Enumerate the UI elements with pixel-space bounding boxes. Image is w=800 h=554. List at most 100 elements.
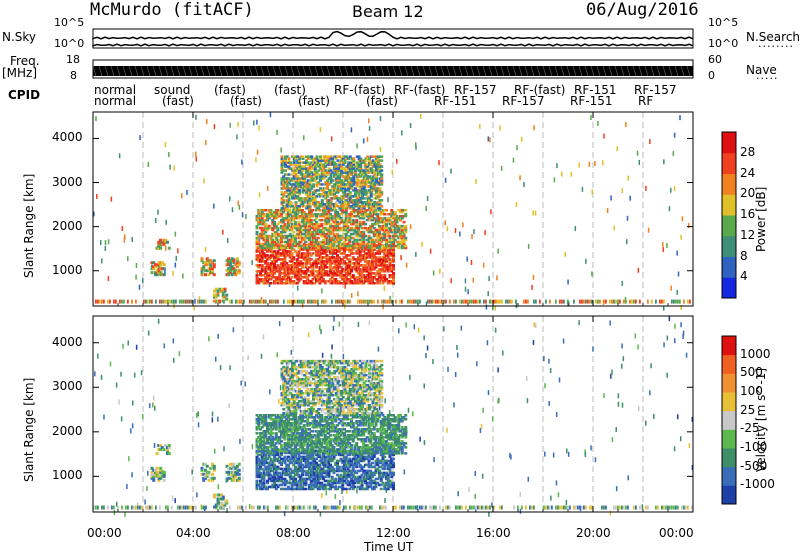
data-pixel <box>429 248 432 254</box>
data-pixel <box>585 258 587 264</box>
freq-nave-hatch <box>182 65 187 77</box>
data-pixel <box>288 238 292 242</box>
data-pixel <box>362 264 366 267</box>
data-pixel <box>383 256 387 259</box>
data-pixel <box>283 256 287 259</box>
data-pixel <box>409 374 411 380</box>
data-pixel <box>299 463 303 467</box>
data-pixel <box>350 246 353 250</box>
data-pixel <box>280 246 283 250</box>
data-pixel <box>544 451 546 457</box>
data-pixel <box>371 214 374 218</box>
data-pixel <box>288 250 292 253</box>
data-pixel <box>322 274 325 277</box>
data-pixel <box>326 163 329 166</box>
data-pixel <box>294 487 297 491</box>
data-pixel <box>367 276 371 279</box>
data-pixel <box>489 299 491 304</box>
data-pixel <box>397 228 401 232</box>
data-pixel <box>425 301 428 307</box>
data-pixel <box>259 475 262 479</box>
data-pixel <box>581 186 584 192</box>
data-pixel <box>271 270 275 273</box>
data-pixel <box>341 244 345 248</box>
data-pixel <box>677 505 679 510</box>
data-pixel <box>311 209 315 212</box>
data-pixel <box>338 177 342 180</box>
data-pixel <box>364 159 368 162</box>
data-pixel <box>295 481 299 485</box>
data-pixel <box>343 232 346 236</box>
data-pixel <box>332 270 336 273</box>
data-pixel <box>298 177 301 180</box>
data-pixel <box>623 505 625 510</box>
data-pixel <box>315 252 318 255</box>
data-pixel <box>313 262 317 265</box>
data-pixel <box>273 222 276 226</box>
data-pixel <box>392 252 395 255</box>
data-pixel <box>292 214 296 218</box>
data-pixel <box>329 179 333 182</box>
freq-nave-hatch <box>296 65 301 77</box>
colorbar-tick-label: 28 <box>740 144 756 159</box>
data-pixel <box>323 210 327 214</box>
data-pixel <box>299 230 303 234</box>
data-pixel <box>266 246 269 250</box>
data-pixel <box>327 167 331 170</box>
data-pixel <box>305 197 308 200</box>
data-pixel <box>290 226 294 230</box>
x-tick-label: 00:00 <box>659 526 694 540</box>
data-pixel <box>274 238 278 242</box>
data-pixel <box>487 291 489 297</box>
data-pixel <box>369 214 373 218</box>
data-pixel <box>347 161 350 164</box>
data-pixel <box>274 451 278 455</box>
data-pixel <box>255 270 259 273</box>
data-pixel <box>323 246 327 250</box>
data-pixel <box>311 455 315 459</box>
data-pixel <box>280 236 283 240</box>
data-pixel <box>376 216 380 220</box>
data-pixel <box>303 185 307 188</box>
data-pixel <box>318 256 322 259</box>
data-pixel <box>305 169 308 172</box>
data-pixel <box>315 453 318 457</box>
noise-sky-line <box>92 30 694 40</box>
data-pixel <box>274 477 278 481</box>
data-pixel <box>304 483 308 487</box>
data-pixel <box>379 240 383 244</box>
data-pixel <box>211 269 214 273</box>
data-pixel <box>329 175 333 178</box>
data-pixel <box>413 299 415 304</box>
data-pixel <box>322 234 325 238</box>
data-pixel <box>266 487 269 491</box>
data-pixel <box>351 252 355 255</box>
data-pixel <box>675 505 677 510</box>
data-pixel <box>373 207 377 210</box>
cpid-row-1: normal sound (fast) (fast) RF-(fast) RF-(fast… <box>94 83 694 97</box>
data-pixel <box>311 471 315 475</box>
data-pixel <box>331 157 335 160</box>
data-pixel <box>296 163 300 166</box>
data-pixel <box>269 299 271 304</box>
data-pixel <box>378 244 381 248</box>
data-pixel <box>330 268 334 271</box>
data-pixel <box>296 181 300 184</box>
data-pixel <box>324 171 328 174</box>
data-pixel <box>274 254 278 257</box>
data-pixel <box>327 471 331 475</box>
data-pixel <box>390 230 394 234</box>
data-pixel <box>99 239 102 245</box>
data-pixel <box>374 232 378 236</box>
freq-nave-hatch <box>146 65 151 77</box>
data-pixel <box>322 191 326 194</box>
data-pixel <box>316 232 320 236</box>
data-pixel <box>325 455 329 459</box>
data-pixel <box>301 469 304 473</box>
data-pixel <box>333 155 336 158</box>
data-pixel <box>271 250 275 253</box>
data-pixel <box>343 299 345 304</box>
data-pixel <box>386 240 390 244</box>
data-pixel <box>324 187 328 190</box>
data-pixel <box>325 299 327 304</box>
